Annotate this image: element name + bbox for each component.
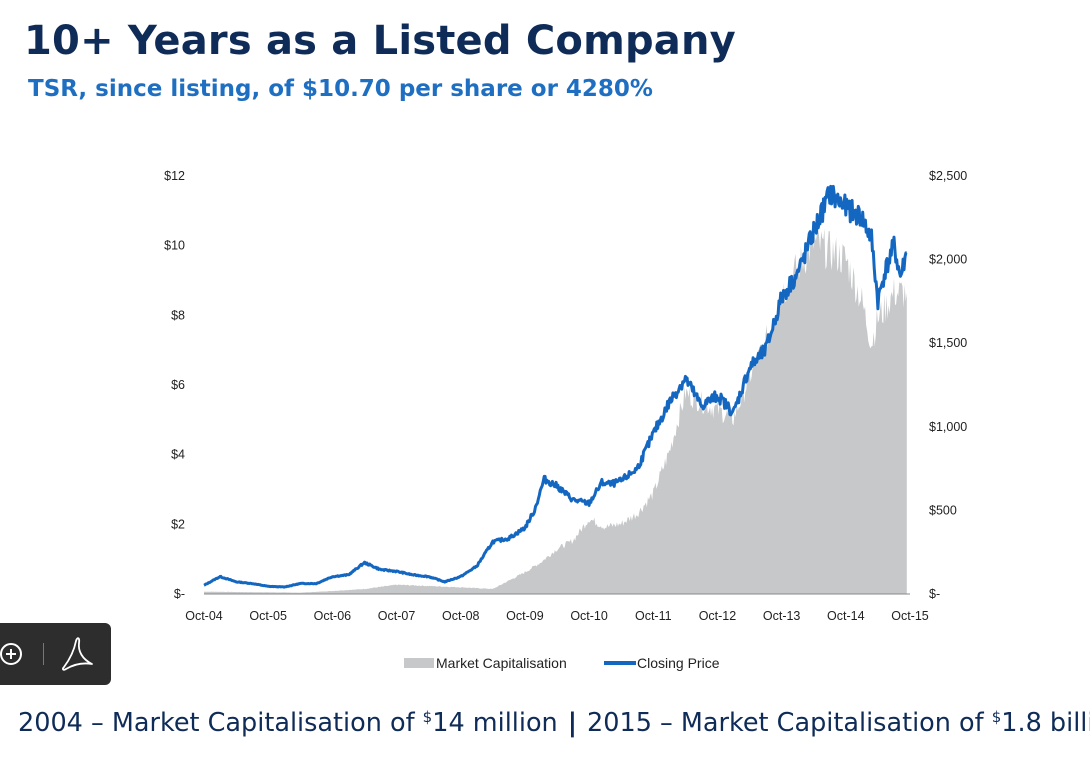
x-axis-tick-label: Oct-15 xyxy=(891,609,929,623)
right-axis-tick-label: $- xyxy=(929,587,940,601)
toolbar-divider xyxy=(43,643,44,665)
right-y-axis: $- $500 $1,000 $1,500 $2,000 $2,500 xyxy=(929,169,967,601)
footer-caption: 2004 – Market Capitalisation of $14 mill… xyxy=(18,708,1090,738)
left-y-axis: $- $2 $4 $6 $8 $10 $12 xyxy=(164,169,185,601)
x-axis-tick-label: Oct-05 xyxy=(249,609,287,623)
legend-label-closing-price: Closing Price xyxy=(637,655,720,671)
footer-2015-currency: $ xyxy=(991,708,1002,726)
right-axis-tick-label: $1,000 xyxy=(929,420,967,434)
zoom-in-icon xyxy=(0,643,22,665)
footer-2004-value: 14 million xyxy=(432,708,558,738)
x-axis: Oct-04 Oct-05 Oct-06 Oct-07 Oct-08 Oct-09 Oct-… xyxy=(185,609,929,623)
x-axis-tick-label: Oct-12 xyxy=(699,609,737,623)
x-axis-tick-label: Oct-08 xyxy=(442,609,480,623)
x-axis-tick-label: Oct-14 xyxy=(827,609,865,623)
left-axis-tick-label: $2 xyxy=(171,517,185,531)
x-axis-tick-label: Oct-09 xyxy=(506,609,544,623)
right-axis-tick-label: $2,000 xyxy=(929,253,967,267)
left-axis-tick-label: $12 xyxy=(164,169,185,183)
legend: Market Capitalisation Closing Price xyxy=(404,655,720,671)
zoom-button[interactable] xyxy=(0,623,44,685)
chart: $- $2 $4 $6 $8 $10 $12 $- $500 $1,000 $1,500 $2,00… xyxy=(164,169,967,671)
pdf-icon xyxy=(62,637,93,671)
closing-price-line xyxy=(203,184,908,589)
left-axis-tick-label: $8 xyxy=(171,308,185,322)
x-axis-tick-label: Oct-06 xyxy=(314,609,352,623)
document-toolbar xyxy=(0,623,111,685)
left-axis-tick-label: $6 xyxy=(171,378,185,392)
page-title: 10+ Years as a Listed Company xyxy=(24,18,736,64)
right-axis-tick-label: $2,500 xyxy=(929,169,967,183)
x-axis-tick-label: Oct-04 xyxy=(185,609,223,623)
market-cap-area xyxy=(204,228,907,594)
footer-2015-text: 2015 – Market Capitalisation of xyxy=(587,708,992,738)
closing-price-line-layer xyxy=(203,184,908,589)
footer-2004-currency: $ xyxy=(422,708,433,726)
x-axis-tick-label: Oct-13 xyxy=(763,609,801,623)
page-subtitle: TSR, since listing, of $10.70 per share … xyxy=(28,76,653,102)
right-axis-tick-label: $1,500 xyxy=(929,336,967,350)
footer-2015-value: 1.8 billion xyxy=(1001,708,1090,738)
footer-2004-text: 2004 – Market Capitalisation of xyxy=(18,708,423,738)
left-axis-tick-label: $4 xyxy=(171,448,185,462)
legend-label-market-cap: Market Capitalisation xyxy=(436,655,567,671)
legend-swatch-market-cap xyxy=(404,658,434,668)
footer-separator: | xyxy=(567,708,578,738)
market-cap-area-layer xyxy=(204,228,907,594)
pdf-button[interactable] xyxy=(56,623,100,685)
right-axis-tick-label: $500 xyxy=(929,503,957,517)
left-axis-tick-label: $10 xyxy=(164,239,185,253)
x-axis-tick-label: Oct-07 xyxy=(378,609,416,623)
left-axis-tick-label: $- xyxy=(174,587,185,601)
x-axis-tick-label: Oct-10 xyxy=(570,609,608,623)
x-axis-tick-label: Oct-11 xyxy=(635,609,672,623)
